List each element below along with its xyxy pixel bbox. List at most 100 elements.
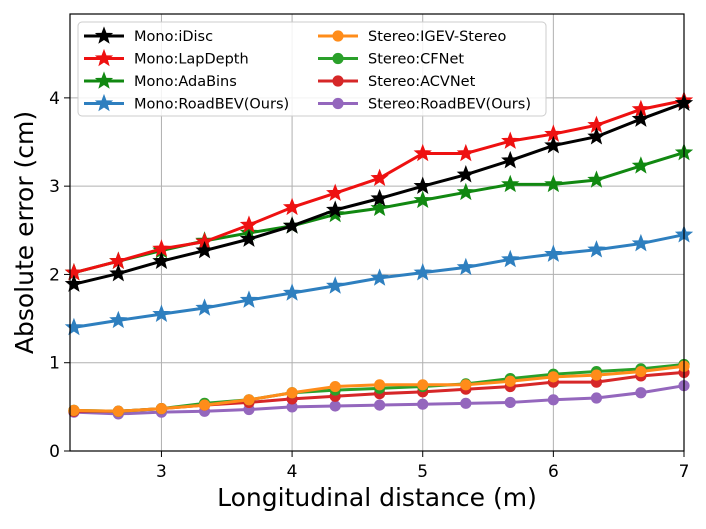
x-tick-label: 7 [679, 462, 690, 482]
data-point [635, 365, 647, 378]
data-point [460, 397, 472, 409]
legend-item-mono-roadbev-ours: Mono:RoadBEV(Ours) [84, 93, 289, 113]
data-point [370, 168, 389, 186]
legend-label: Stereo:IGEV-Stereo [368, 29, 506, 45]
data-point [501, 174, 520, 193]
legend-marker [94, 93, 114, 112]
data-point [544, 244, 563, 262]
y-axis-label: Absolute error (cm) [10, 111, 39, 354]
data-point [282, 283, 302, 301]
ticks: 3 4 5 6 7 0 1 2 3 4 [49, 89, 689, 482]
series-stereo-igev-stereo [68, 360, 690, 417]
data-point [547, 394, 559, 406]
data-point [413, 263, 432, 281]
x-tick-label: 5 [417, 462, 428, 482]
data-point [631, 109, 651, 127]
series-mono-idisc [64, 93, 694, 292]
data-point [370, 188, 389, 207]
legend-label: Stereo:CFNet [368, 52, 464, 68]
data-point [195, 298, 214, 316]
data-point [417, 398, 429, 410]
data-point [590, 369, 603, 381]
legend-marker [332, 52, 344, 65]
data-point [64, 274, 84, 292]
data-point [152, 251, 171, 269]
data-point [547, 371, 559, 383]
data-point [374, 379, 386, 391]
plot-frame [69, 13, 685, 452]
series-mono-roadbev-ours [64, 225, 694, 336]
legend-label: Mono:AdaBins [134, 74, 237, 90]
data-point [155, 403, 168, 415]
data-point [544, 135, 563, 154]
data-point [112, 405, 124, 417]
legend-item-stereo-roadbev-ours: Stereo:RoadBEV(Ours) [318, 97, 531, 113]
x-tick-label: 3 [156, 462, 167, 482]
data-point [282, 216, 302, 234]
data-point [631, 233, 651, 252]
series-layer [64, 90, 694, 420]
data-point [456, 257, 475, 276]
data-point [286, 387, 298, 399]
data-point [109, 310, 128, 329]
legend-marker [332, 97, 344, 110]
data-point [198, 399, 211, 411]
legend-item-stereo-igev-stereo: Stereo:IGEV-Stereo [318, 29, 506, 45]
y-tick-label: 2 [49, 265, 60, 285]
legend-label: Stereo:ACVNet [368, 74, 476, 90]
legend-label: Mono:RoadBEV(Ours) [134, 97, 289, 113]
data-point [326, 276, 345, 294]
data-point [631, 156, 651, 174]
x-tick-label: 6 [548, 462, 559, 482]
data-point [456, 143, 475, 162]
legend-marker [332, 75, 344, 87]
legend-marker [332, 30, 344, 42]
data-point [326, 200, 345, 218]
data-point [370, 198, 389, 217]
data-point [282, 197, 302, 216]
data-point [243, 394, 255, 406]
data-point [152, 304, 171, 322]
data-point [68, 404, 80, 416]
legend-item-mono-adabins: Mono:AdaBins [84, 71, 237, 90]
data-point [456, 182, 475, 201]
legend-item-mono-lapdepth: Mono:LapDepth [84, 48, 249, 68]
y-tick-label: 1 [49, 354, 60, 374]
data-point [587, 170, 606, 188]
data-point [195, 240, 214, 259]
y-tick-label: 0 [49, 442, 60, 462]
y-tick-label: 4 [49, 89, 60, 109]
data-point [329, 400, 341, 412]
data-point [635, 387, 647, 399]
data-point [109, 263, 128, 282]
data-point [501, 249, 520, 268]
x-axis-label: Longitudinal distance (m) [217, 483, 537, 512]
legend-marker [94, 48, 114, 67]
data-point [417, 379, 429, 391]
legend: Mono:iDisc Mono:LapDepth Mono:AdaBins Mono:… [77, 21, 547, 117]
data-point [374, 399, 386, 411]
y-tick-label: 3 [49, 177, 60, 197]
data-point [587, 127, 606, 145]
legend-label: Mono:iDisc [134, 29, 213, 45]
legend-label: Mono:LapDepth [134, 52, 249, 68]
data-point [370, 268, 389, 286]
legend-marker [94, 71, 114, 89]
data-point [413, 190, 432, 209]
data-point [456, 165, 475, 183]
legend-marker [94, 26, 114, 44]
data-point [239, 229, 259, 247]
legend-box [77, 21, 547, 117]
legend-label: Stereo:RoadBEV(Ours) [368, 97, 531, 113]
legend-item-stereo-cfnet: Stereo:CFNet [318, 52, 464, 68]
data-point [504, 375, 516, 387]
x-tick-label: 4 [287, 462, 298, 482]
legend-item-mono-idisc: Mono:iDisc [84, 26, 213, 45]
data-point [544, 174, 563, 193]
data-point [590, 392, 603, 404]
data-point [239, 290, 259, 308]
data-point [64, 317, 84, 336]
data-point [413, 176, 432, 194]
data-point [501, 131, 520, 149]
